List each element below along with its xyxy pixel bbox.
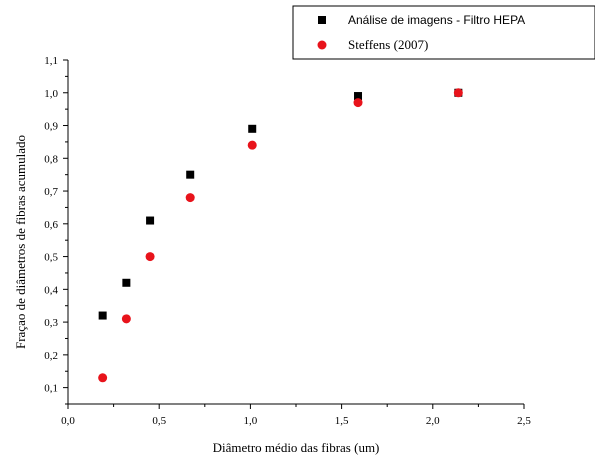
data-point-series-1 (122, 278, 131, 287)
legend: Análise de imagens - Filtro HEPA Steffens… (292, 5, 595, 60)
legend-marker-square (318, 16, 326, 24)
data-point-series-1 (146, 216, 155, 225)
x-tick-label: 0,0 (61, 415, 75, 427)
data-points (98, 88, 463, 383)
y-tick-label: 0,3 (44, 317, 58, 329)
y-tick-label: 1,0 (44, 88, 58, 100)
x-tick-label: 2,5 (517, 415, 531, 427)
legend-label: Steffens (2007) (348, 37, 428, 52)
data-point-series-2 (121, 314, 131, 324)
data-point-series-2 (247, 140, 257, 150)
x-tick-label: 2,0 (426, 415, 440, 427)
y-tick-label: 0,7 (44, 186, 58, 198)
data-point-series-1 (248, 124, 257, 133)
y-ticks: 0,1 0,2 0,3 0,4 0,5 0,6 0,7 0,8 0,9 1,0 1,1 (44, 55, 68, 405)
y-axis-label: Fraçao de diâmetros de fibras acumulado (13, 135, 28, 349)
data-point-series-1 (186, 170, 195, 179)
x-ticks: 0,0 0,5 1,0 1,5 2,0 2,5 (61, 404, 531, 427)
y-tick-label: 0,8 (44, 153, 58, 165)
y-tick-label: 0,5 (44, 252, 58, 264)
y-tick-label: 0,1 (44, 383, 58, 395)
data-point-series-2 (145, 252, 155, 262)
x-axis-label: Diâmetro médio das fibras (um) (213, 440, 380, 455)
x-tick-label: 1,0 (244, 415, 258, 427)
y-tick-label: 0,2 (44, 350, 58, 362)
y-tick-label: 1,1 (44, 55, 58, 67)
x-tick-label: 0,5 (152, 415, 166, 427)
data-point-series-1 (354, 92, 363, 101)
axes (67, 60, 524, 405)
data-point-series-2 (185, 193, 195, 203)
data-point-series-2 (98, 373, 108, 383)
legend-label: Análise de imagens - Filtro HEPA (348, 13, 525, 27)
data-point-series-2 (353, 98, 363, 108)
data-point-series-2 (453, 88, 463, 98)
legend-box (292, 5, 595, 60)
y-tick-label: 0,9 (44, 121, 58, 133)
data-point-series-1 (98, 311, 107, 320)
legend-marker-circle (317, 40, 327, 50)
x-tick-label: 1,5 (335, 415, 349, 427)
y-tick-label: 0,4 (44, 284, 58, 296)
y-tick-label: 0,6 (44, 219, 58, 231)
